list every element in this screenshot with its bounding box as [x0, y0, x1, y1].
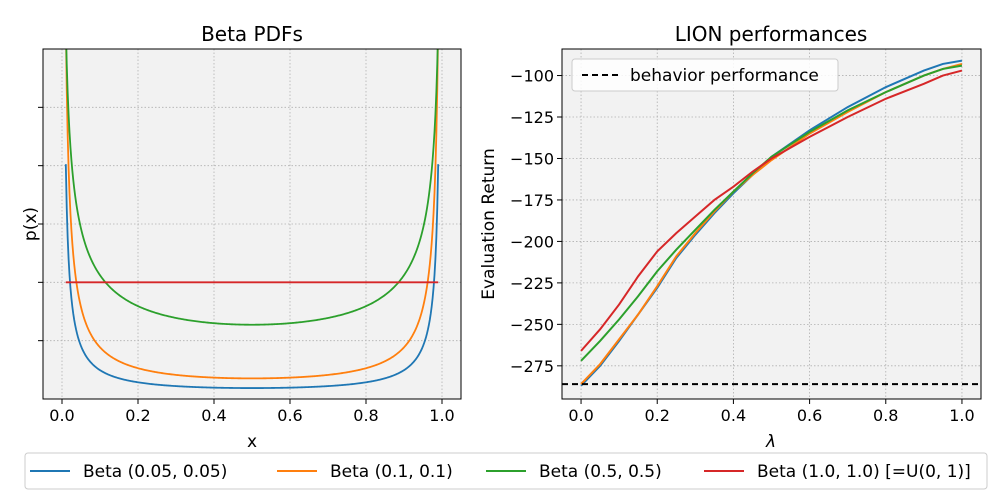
right-y-tick-label: −250 — [510, 315, 554, 334]
left-series-line — [64, 164, 440, 389]
left-lines — [64, 49, 440, 389]
right-y-axis-label: Evaluation Return — [479, 148, 499, 300]
left-grid — [43, 49, 461, 399]
left-x-tick-label: 0.0 — [49, 406, 74, 425]
right-y-tick-label: −150 — [510, 149, 554, 168]
bottom-legend-label: Beta (0.05, 0.05) — [83, 462, 227, 482]
right-grid — [562, 49, 981, 399]
right-chart-title: LION performances — [675, 22, 868, 46]
right-x-axis-label: λ — [765, 432, 776, 452]
right-series-line — [580, 69, 963, 352]
right-x-tick-label: 0.6 — [797, 406, 822, 425]
right-x-tick-label: 0.4 — [721, 406, 746, 425]
bottom-legend-label: Beta (0.5, 0.5) — [539, 462, 662, 482]
bottom-legend: Beta (0.05, 0.05) Beta (0.1, 0.1) Beta (0.… — [24, 452, 988, 490]
right-y-tick-label: −175 — [510, 191, 554, 210]
left-x-tick-label: 0.8 — [353, 406, 378, 425]
right-y-tick-label: −100 — [510, 67, 554, 86]
left-series-line — [65, 49, 439, 380]
right-y-tick-label: −200 — [510, 232, 554, 251]
left-x-tick-label: 0.4 — [201, 406, 226, 425]
right-ticks: 0.0 0.2 0.4 0.6 0.8 1.0 −100 −125 −150 −175 −200 −2… — [510, 67, 975, 425]
right-x-tick-label: 0.0 — [568, 406, 593, 425]
right-legend-label: behavior performance — [630, 66, 819, 86]
left-x-tick-label: 1.0 — [429, 406, 454, 425]
right-y-tick-label: −275 — [510, 357, 554, 376]
bottom-legend-label: Beta (1.0, 1.0) [=U(0, 1)] — [757, 462, 971, 482]
bottom-legend-items: Beta (0.05, 0.05) Beta (0.1, 0.1) Beta (0.… — [30, 462, 971, 482]
right-lines — [562, 59, 981, 387]
left-x-axis-label: x — [247, 432, 257, 452]
right-x-tick-label: 0.8 — [873, 406, 898, 425]
right-x-tick-label: 1.0 — [949, 406, 974, 425]
left-chart-title: Beta PDFs — [201, 22, 303, 46]
right-plot-frame — [561, 48, 982, 400]
right-chart: 0.0 0.2 0.4 0.6 0.8 1.0 −100 −125 −150 −175 −200 −2… — [479, 22, 982, 452]
right-x-tick-label: 0.2 — [645, 406, 670, 425]
left-y-axis-label: p(x) — [21, 207, 41, 241]
right-series-line — [580, 64, 963, 362]
left-x-tick-label: 0.6 — [277, 406, 302, 425]
right-legend-box — [571, 58, 839, 92]
right-legend: behavior performance — [571, 58, 839, 92]
left-chart: 0.0 0.2 0.4 0.6 0.8 1.0 Beta PDFs x p(x) — [21, 22, 462, 452]
right-y-tick-label: −125 — [510, 108, 554, 127]
bottom-legend-label: Beta (0.1, 0.1) — [330, 462, 453, 482]
right-plot-background — [562, 49, 981, 399]
left-series-line — [65, 49, 439, 326]
right-y-tick-label: −225 — [510, 274, 554, 293]
left-ticks: 0.0 0.2 0.4 0.6 0.8 1.0 — [38, 106, 455, 425]
left-plot-background — [43, 49, 461, 399]
left-x-tick-label: 0.2 — [125, 406, 150, 425]
